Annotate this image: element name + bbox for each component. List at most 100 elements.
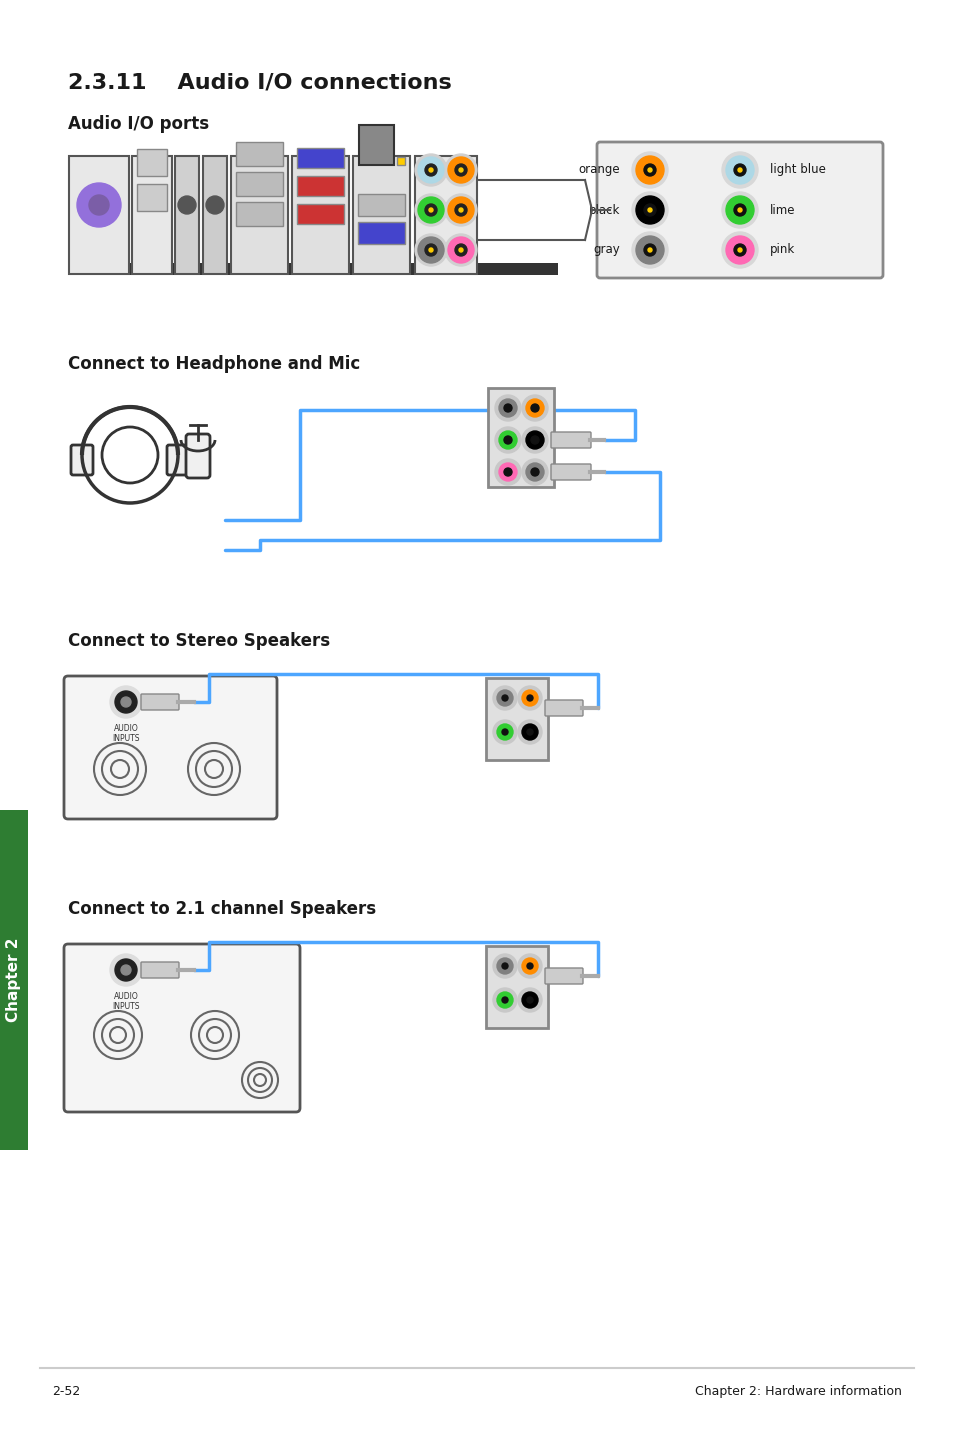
Circle shape bbox=[206, 196, 224, 214]
Circle shape bbox=[448, 237, 474, 263]
FancyBboxPatch shape bbox=[234, 1055, 285, 1107]
Circle shape bbox=[444, 234, 476, 266]
Circle shape bbox=[521, 427, 547, 453]
Circle shape bbox=[526, 729, 533, 735]
Text: Connect to Headphone and Mic: Connect to Headphone and Mic bbox=[68, 355, 360, 372]
Circle shape bbox=[89, 196, 109, 216]
FancyBboxPatch shape bbox=[64, 676, 276, 820]
FancyBboxPatch shape bbox=[132, 155, 172, 275]
Text: pink: pink bbox=[769, 243, 795, 256]
Circle shape bbox=[725, 155, 753, 184]
Circle shape bbox=[497, 958, 513, 974]
Circle shape bbox=[647, 247, 651, 252]
Circle shape bbox=[521, 992, 537, 1008]
Text: Connect to Stereo Speakers: Connect to Stereo Speakers bbox=[68, 631, 330, 650]
Circle shape bbox=[521, 459, 547, 485]
Circle shape bbox=[721, 232, 758, 267]
Circle shape bbox=[448, 157, 474, 183]
FancyBboxPatch shape bbox=[357, 194, 405, 216]
FancyBboxPatch shape bbox=[71, 444, 92, 475]
Circle shape bbox=[636, 196, 663, 224]
Circle shape bbox=[517, 988, 541, 1012]
Circle shape bbox=[178, 196, 195, 214]
Circle shape bbox=[525, 431, 543, 449]
Circle shape bbox=[415, 194, 447, 226]
Circle shape bbox=[526, 695, 533, 700]
Circle shape bbox=[525, 463, 543, 480]
FancyBboxPatch shape bbox=[186, 434, 210, 477]
Circle shape bbox=[493, 686, 517, 710]
Text: Connect to 2.1 channel Speakers: Connect to 2.1 channel Speakers bbox=[68, 900, 375, 917]
Text: gray: gray bbox=[593, 243, 619, 256]
Circle shape bbox=[121, 965, 131, 975]
Circle shape bbox=[501, 963, 507, 969]
FancyBboxPatch shape bbox=[203, 155, 227, 275]
FancyBboxPatch shape bbox=[64, 943, 299, 1112]
FancyBboxPatch shape bbox=[231, 155, 288, 275]
FancyBboxPatch shape bbox=[292, 155, 349, 275]
Circle shape bbox=[455, 164, 467, 175]
Circle shape bbox=[497, 690, 513, 706]
Circle shape bbox=[503, 467, 512, 476]
FancyBboxPatch shape bbox=[396, 157, 405, 165]
Circle shape bbox=[429, 168, 433, 173]
Circle shape bbox=[455, 244, 467, 256]
Circle shape bbox=[521, 395, 547, 421]
Circle shape bbox=[417, 197, 443, 223]
Circle shape bbox=[501, 695, 507, 700]
FancyBboxPatch shape bbox=[235, 173, 283, 196]
Circle shape bbox=[526, 963, 533, 969]
Circle shape bbox=[531, 467, 538, 476]
Circle shape bbox=[631, 193, 667, 229]
FancyBboxPatch shape bbox=[141, 962, 179, 978]
Circle shape bbox=[517, 686, 541, 710]
FancyBboxPatch shape bbox=[544, 968, 582, 984]
Circle shape bbox=[643, 244, 656, 256]
FancyBboxPatch shape bbox=[83, 999, 153, 1071]
FancyBboxPatch shape bbox=[296, 148, 344, 168]
FancyBboxPatch shape bbox=[235, 142, 283, 165]
Circle shape bbox=[497, 723, 513, 741]
Circle shape bbox=[503, 404, 512, 413]
FancyBboxPatch shape bbox=[415, 155, 476, 275]
FancyBboxPatch shape bbox=[358, 125, 394, 165]
Text: lime: lime bbox=[769, 204, 795, 217]
Text: Audio I/O ports: Audio I/O ports bbox=[68, 115, 209, 132]
FancyBboxPatch shape bbox=[174, 155, 199, 275]
Circle shape bbox=[631, 152, 667, 188]
Circle shape bbox=[525, 398, 543, 417]
Text: Chapter 2: Hardware information: Chapter 2: Hardware information bbox=[695, 1385, 901, 1398]
Circle shape bbox=[458, 247, 462, 252]
Circle shape bbox=[417, 237, 443, 263]
FancyBboxPatch shape bbox=[167, 444, 189, 475]
Text: AUDIO
INPUTS: AUDIO INPUTS bbox=[112, 723, 139, 743]
Circle shape bbox=[115, 959, 137, 981]
FancyBboxPatch shape bbox=[357, 221, 405, 244]
FancyBboxPatch shape bbox=[485, 946, 547, 1028]
Circle shape bbox=[643, 204, 656, 216]
Circle shape bbox=[503, 436, 512, 444]
Circle shape bbox=[417, 157, 443, 183]
FancyBboxPatch shape bbox=[551, 431, 590, 449]
Circle shape bbox=[526, 997, 533, 1002]
FancyBboxPatch shape bbox=[235, 201, 283, 226]
Circle shape bbox=[444, 194, 476, 226]
Circle shape bbox=[458, 209, 462, 211]
Circle shape bbox=[733, 244, 745, 256]
Circle shape bbox=[501, 997, 507, 1002]
Circle shape bbox=[498, 431, 517, 449]
Circle shape bbox=[643, 164, 656, 175]
Circle shape bbox=[121, 697, 131, 707]
Circle shape bbox=[498, 398, 517, 417]
FancyBboxPatch shape bbox=[180, 999, 251, 1071]
FancyBboxPatch shape bbox=[83, 732, 157, 807]
Text: 2.3.11    Audio I/O connections: 2.3.11 Audio I/O connections bbox=[68, 72, 452, 92]
FancyBboxPatch shape bbox=[353, 155, 410, 275]
Circle shape bbox=[424, 164, 436, 175]
Circle shape bbox=[493, 720, 517, 743]
FancyBboxPatch shape bbox=[544, 700, 582, 716]
Circle shape bbox=[497, 992, 513, 1008]
FancyBboxPatch shape bbox=[296, 204, 344, 224]
Circle shape bbox=[115, 692, 137, 713]
Circle shape bbox=[77, 183, 121, 227]
